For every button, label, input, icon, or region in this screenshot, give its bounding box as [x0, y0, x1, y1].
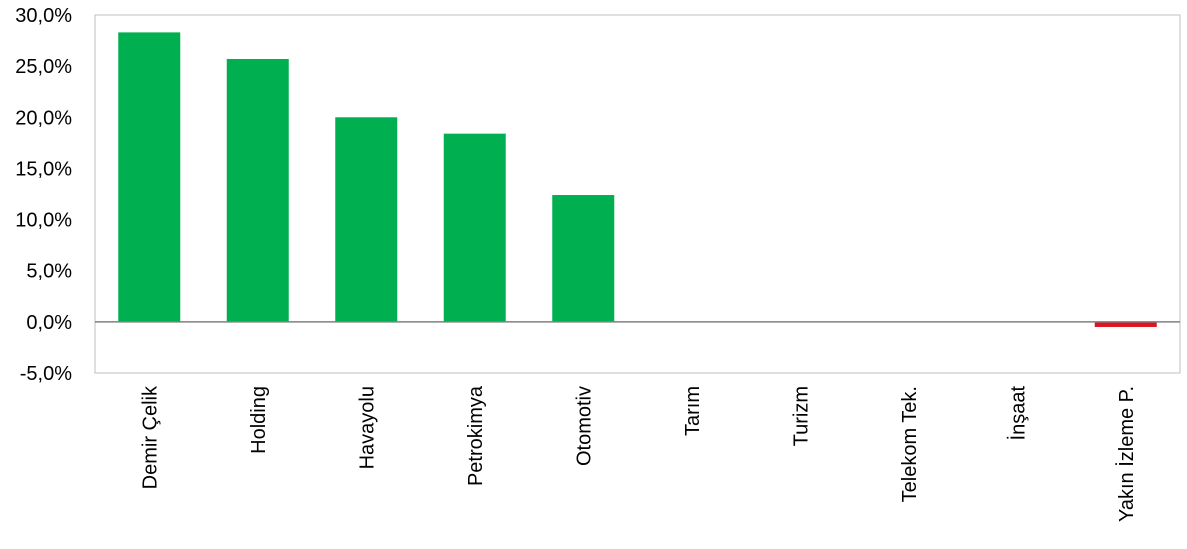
x-tick-label: Havayolu: [356, 386, 378, 469]
y-tick-label: 25,0%: [15, 56, 72, 78]
y-tick-label: 15,0%: [15, 158, 72, 180]
x-tick-label: Telekom Tek.: [899, 386, 921, 502]
y-tick-label: -5,0%: [20, 363, 72, 385]
plot-area-border: [94, 14, 1181, 374]
y-tick-label: 0,0%: [26, 312, 72, 334]
bar: [552, 195, 615, 322]
x-tick-label: Otomotiv: [573, 386, 595, 466]
bars: [118, 32, 1157, 327]
x-tick-label: Demir Çelik: [139, 385, 161, 489]
bar: [443, 133, 506, 322]
x-tick-label: Yakın İzleme P.: [1115, 386, 1138, 522]
bar: [1094, 321, 1157, 327]
bar: [335, 117, 398, 322]
y-axis-ticks: 30,0% 25,0% 20,0% 15,0% 10,0% 5,0% 0,0% -5,0%: [15, 5, 72, 385]
bar: [226, 58, 289, 322]
x-axis-labels: Demir Çelik Holding Havayolu Petrokimya Otom…: [139, 385, 1138, 522]
y-tick-label: 5,0%: [26, 261, 72, 283]
y-tick-label: 20,0%: [15, 107, 72, 129]
x-tick-label: Petrokimya: [465, 385, 487, 486]
x-tick-label: Holding: [248, 386, 270, 454]
x-tick-label: Turizm: [790, 386, 812, 446]
x-tick-label: İnşaat: [1006, 386, 1029, 441]
y-tick-label: 30,0%: [15, 5, 72, 27]
bar: [118, 32, 181, 322]
y-tick-label: 10,0%: [15, 210, 72, 232]
x-tick-label: Tarım: [682, 386, 704, 436]
